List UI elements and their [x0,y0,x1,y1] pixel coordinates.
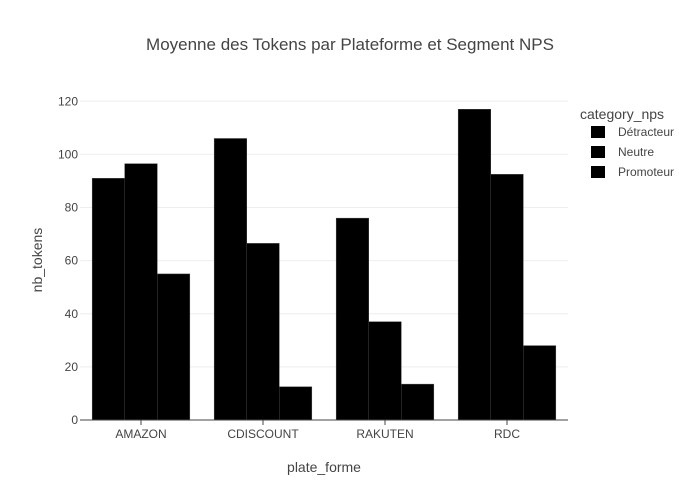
bar-cdiscount-2 [279,386,313,421]
bar-amazon-2 [157,273,191,421]
y-tick-label: 60 [65,254,79,268]
y-tick-label: 120 [58,94,78,108]
chart-title: Moyenne des Tokens par Plateforme et Seg… [146,35,554,54]
x-tick-label: CDISCOUNT [227,427,299,441]
y-tick-label: 0 [71,413,78,427]
legend-items: Détracteur Neutre Promoteur [591,125,674,179]
y-tick-label: 20 [65,360,79,374]
legend-title: category_nps [580,106,664,122]
bar-rdc-0 [457,109,491,421]
legend-label[interactable]: Promoteur [618,165,674,179]
bar-cdiscount-1 [246,243,280,421]
legend-swatch[interactable] [591,146,605,158]
x-tick-label: RAKUTEN [356,427,413,441]
x-tick-label: AMAZON [115,427,166,441]
bar-amazon-0 [91,178,125,421]
x-axis-title: plate_forme [287,459,361,475]
x-tick-label: RDC [494,427,520,441]
bar-rakuten-2 [401,383,435,421]
bar-cdiscount-0 [213,138,247,421]
y-tick-label: 100 [58,147,78,161]
axes: 0 20 40 60 80 100 120 AMAZON CDISCOUNT RAKUTEN RDC [58,94,568,441]
legend-swatch[interactable] [591,126,605,138]
bar-amazon-1 [124,163,158,421]
legend-label[interactable]: Neutre [618,145,654,159]
legend: category_nps Détracteur Neutre Promoteur [580,106,674,179]
bar-rdc-1 [490,174,524,421]
y-tick-label: 80 [65,201,79,215]
bars [91,109,557,421]
y-tick-label: 40 [65,307,79,321]
bar-rakuten-1 [368,321,402,421]
y-axis-title: nb_tokens [29,228,45,293]
legend-swatch[interactable] [591,166,605,178]
legend-label[interactable]: Détracteur [618,125,674,139]
bar-rakuten-0 [335,217,369,421]
bar-rdc-2 [523,345,557,421]
